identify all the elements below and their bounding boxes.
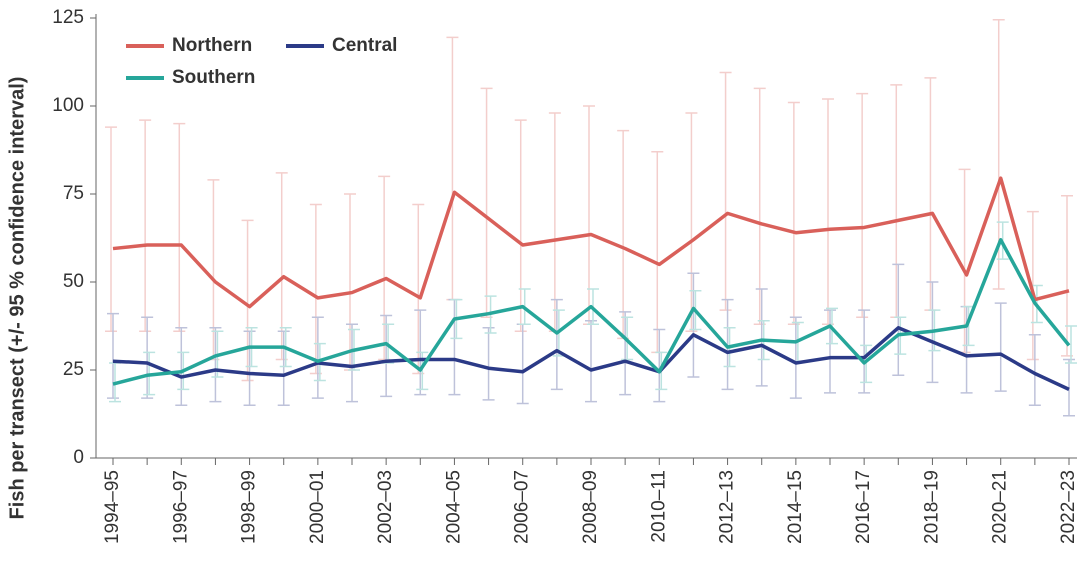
error-bar [892, 263, 905, 377]
error-bar [856, 92, 869, 318]
error-bar [550, 298, 563, 391]
y-tick-label: 50 [63, 271, 84, 292]
error-bar [755, 288, 768, 387]
x-tick-label: 2022–23 [1058, 470, 1079, 544]
y-tick-label: 25 [63, 359, 84, 380]
error-bar [241, 219, 254, 382]
error-bar [107, 312, 119, 399]
legend-label: Southern [172, 67, 255, 88]
error-bar [514, 119, 527, 333]
error-bar [1028, 334, 1041, 406]
error-bar [787, 101, 800, 325]
error-bar [243, 330, 256, 406]
error-bar [753, 87, 766, 325]
x-tick-label: 2012–13 [717, 470, 738, 544]
error-bar [617, 129, 630, 340]
error-bar [448, 298, 461, 396]
error-bar [583, 105, 595, 325]
x-tick-label: 2014–15 [785, 470, 806, 544]
error-bar [960, 305, 973, 394]
error-bar [412, 203, 425, 375]
error-bar [651, 151, 664, 354]
series-line [112, 176, 1070, 309]
error-bar [1026, 210, 1039, 361]
x-tick-label: 1998–99 [239, 470, 260, 544]
error-bars [105, 19, 1077, 417]
error-bar [687, 272, 700, 378]
x-tick-label: 2002–03 [375, 470, 396, 544]
error-bar [380, 314, 393, 398]
x-tick-label: 2000–01 [307, 470, 328, 544]
y-tick-label: 100 [52, 95, 84, 116]
error-bar [105, 126, 117, 333]
error-bar [824, 309, 836, 394]
error-bar [548, 112, 561, 333]
error-bar [277, 330, 290, 406]
error-bar [1061, 195, 1073, 357]
error-bar [619, 311, 632, 396]
error-bar [858, 309, 871, 394]
error-bar [309, 203, 322, 375]
x-tick-label: 2008–09 [580, 470, 601, 544]
error-bar [346, 323, 358, 403]
error-bar [139, 119, 152, 333]
error-bar [414, 309, 427, 396]
error-bar [653, 328, 666, 403]
y-tick-label: 125 [52, 7, 84, 28]
error-bar [482, 327, 495, 401]
error-bar [344, 193, 356, 371]
y-axis-label: Fish per transect (+/- 95 % confidence i… [6, 77, 28, 520]
x-tick-label: 2020–21 [990, 470, 1011, 544]
x-tick-label: 2006–07 [512, 470, 533, 544]
error-bar [311, 316, 324, 399]
x-tick-label: 1996–97 [170, 470, 191, 544]
error-bar [1065, 325, 1077, 364]
error-bar [446, 36, 459, 301]
error-bar [924, 77, 937, 311]
error-bar [890, 84, 903, 318]
error-bar [175, 327, 188, 406]
error-bar [516, 323, 529, 405]
x-tick-label: 2018–19 [921, 470, 942, 544]
error-bar [585, 319, 597, 403]
x-tick-label: 2004–05 [443, 470, 464, 544]
error-bar [822, 98, 834, 325]
error-bar [789, 316, 802, 399]
legend-label: Central [332, 35, 397, 56]
x-tick-label: 2016–17 [853, 470, 874, 544]
y-tick-label: 0 [73, 447, 84, 468]
error-bar [209, 327, 222, 403]
error-bar [173, 122, 186, 333]
error-bar [719, 71, 732, 311]
y-tick-label: 75 [63, 183, 84, 204]
error-bar [994, 302, 1007, 392]
error-bar [685, 112, 698, 333]
x-tick-label: 1994–95 [102, 470, 123, 544]
series-line [112, 238, 1071, 386]
error-bar [275, 172, 288, 361]
error-bar [480, 87, 493, 318]
error-bar [860, 344, 873, 384]
legend-label: Northern [172, 35, 252, 56]
x-tick-label: 2010–11 [648, 470, 669, 543]
error-bar [141, 316, 154, 399]
